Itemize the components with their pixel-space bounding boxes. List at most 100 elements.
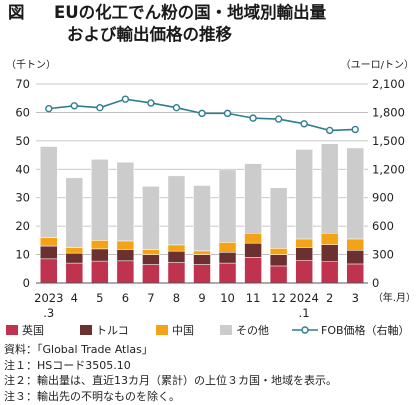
x-tick-label: 7 <box>147 291 154 305</box>
fob-price-point <box>274 115 283 123</box>
y2-axis-unit: （ユーロ/トン） <box>341 59 414 71</box>
bar-segment <box>218 169 237 243</box>
fob-price-point <box>351 125 359 134</box>
bar-segment <box>167 244 186 252</box>
bar-segment <box>40 245 58 260</box>
figure-number: 図 <box>8 3 25 22</box>
fob-price-point <box>121 95 130 103</box>
bar-segment <box>244 233 262 244</box>
bar-segment <box>116 260 135 284</box>
bar-segment <box>142 254 160 265</box>
bar-segment <box>167 262 186 284</box>
bar-segment <box>116 249 135 262</box>
legend-swatch-turkey <box>80 325 92 335</box>
legend-item-china: 中国 <box>156 322 194 338</box>
y2-tick-label: 2,100 <box>372 77 405 91</box>
legend-label-other: その他 <box>236 324 269 337</box>
bar-segment <box>244 257 262 284</box>
chart-legend: 英国 トルコ 中国 その他 FOB価格（右軸） <box>6 322 416 338</box>
legend-swatch-china <box>156 325 168 335</box>
bar-segment <box>193 264 211 284</box>
bar-segment <box>142 186 160 250</box>
bar-segment <box>218 242 237 253</box>
bar-segment <box>346 250 364 265</box>
y2-tick-label: 600 <box>372 219 394 233</box>
note-source: 資料：「Global Trade Atlas」 <box>4 343 153 356</box>
bar-segment <box>167 250 186 263</box>
y-tick-label: 50 <box>15 134 30 148</box>
y-axis-unit: （千トン） <box>6 59 56 71</box>
bar-segment <box>295 149 313 240</box>
y-tick-label: 0 <box>23 276 30 290</box>
x-tick-label: 10 <box>220 291 235 305</box>
x-tick-label: .1 <box>299 306 310 320</box>
legend-label-fob-price: FOB価格（右軸） <box>321 324 410 337</box>
legend-label-turkey: トルコ <box>96 324 129 337</box>
fob-price-point <box>249 114 257 122</box>
x-tick-label: 8 <box>173 291 180 305</box>
x-tick-label: 2023 <box>34 291 63 305</box>
bar-segment <box>295 247 313 261</box>
fob-price-point <box>45 104 53 113</box>
bar-segment <box>320 244 339 262</box>
bar-segment <box>193 250 211 255</box>
bar-segment <box>193 185 211 252</box>
title-line-1: EUの化工でん粉の国・地域別輸出量 <box>54 3 327 22</box>
bar-segment <box>40 146 58 238</box>
bar-segment <box>295 260 313 284</box>
fob-price-point <box>172 103 181 112</box>
note-1: 注１：HSコード3505.10 <box>4 358 131 372</box>
bar-segment <box>320 233 339 245</box>
bar-segment <box>167 175 186 246</box>
y2-tick-label: 1,500 <box>372 134 405 148</box>
legend-item-other: その他 <box>220 322 269 338</box>
bar-segment <box>346 263 364 284</box>
bar-segment <box>346 238 364 251</box>
y-tick-label: 20 <box>15 219 30 233</box>
bar-segment <box>193 254 211 265</box>
bar-segment <box>65 177 84 248</box>
y-tick-label: 10 <box>15 248 30 262</box>
bar-segment <box>320 143 339 234</box>
fob-price-point <box>198 109 206 118</box>
y-tick-label: 70 <box>15 77 30 91</box>
legend-swatch-uk <box>6 325 18 335</box>
bar-segment <box>269 248 288 255</box>
bar-segment <box>116 240 135 250</box>
bar-segment <box>65 262 84 284</box>
bar-segment <box>91 240 109 250</box>
bar-segment <box>40 258 58 284</box>
fob-price-point <box>325 126 334 135</box>
bar-segment <box>65 252 84 264</box>
bar-segment <box>218 262 237 284</box>
bar-segment <box>65 247 84 254</box>
bar-segment <box>40 237 58 247</box>
x-tick-label: 12 <box>271 291 286 305</box>
bar-segment <box>218 252 237 264</box>
legend-item-turkey: トルコ <box>80 322 129 338</box>
bar-segment <box>269 187 288 249</box>
x-tick-label: 9 <box>198 291 205 305</box>
x-tick-label: .3 <box>43 306 54 320</box>
x-tick-label: 11 <box>246 291 261 305</box>
y2-tick-label: 300 <box>372 248 394 262</box>
x-tick-label: 2024 <box>290 291 319 305</box>
legend-item-fob-price: FOB価格（右軸） <box>292 322 410 338</box>
bar-segment <box>91 248 109 262</box>
legend-label-china: 中国 <box>172 324 194 337</box>
fob-price-point <box>223 109 232 118</box>
y2-tick-label: 1,800 <box>372 105 405 119</box>
bar-segment <box>142 264 160 284</box>
x-tick-label: 5 <box>96 291 103 305</box>
bar-segment <box>269 265 288 284</box>
fob-price-point <box>147 99 155 107</box>
bar-segment <box>320 261 339 284</box>
legend-item-uk: 英国 <box>6 322 44 338</box>
y-tick-label: 30 <box>15 191 30 205</box>
chart-title: 図 EUの化工でん粉の国・地域別輸出量 および輸出価格の推移 <box>8 2 412 46</box>
bar-segment <box>346 147 364 240</box>
title-line-2: および輸出価格の推移 <box>67 25 232 44</box>
legend-line-marker <box>292 326 318 334</box>
legend-label-uk: 英国 <box>22 324 44 337</box>
